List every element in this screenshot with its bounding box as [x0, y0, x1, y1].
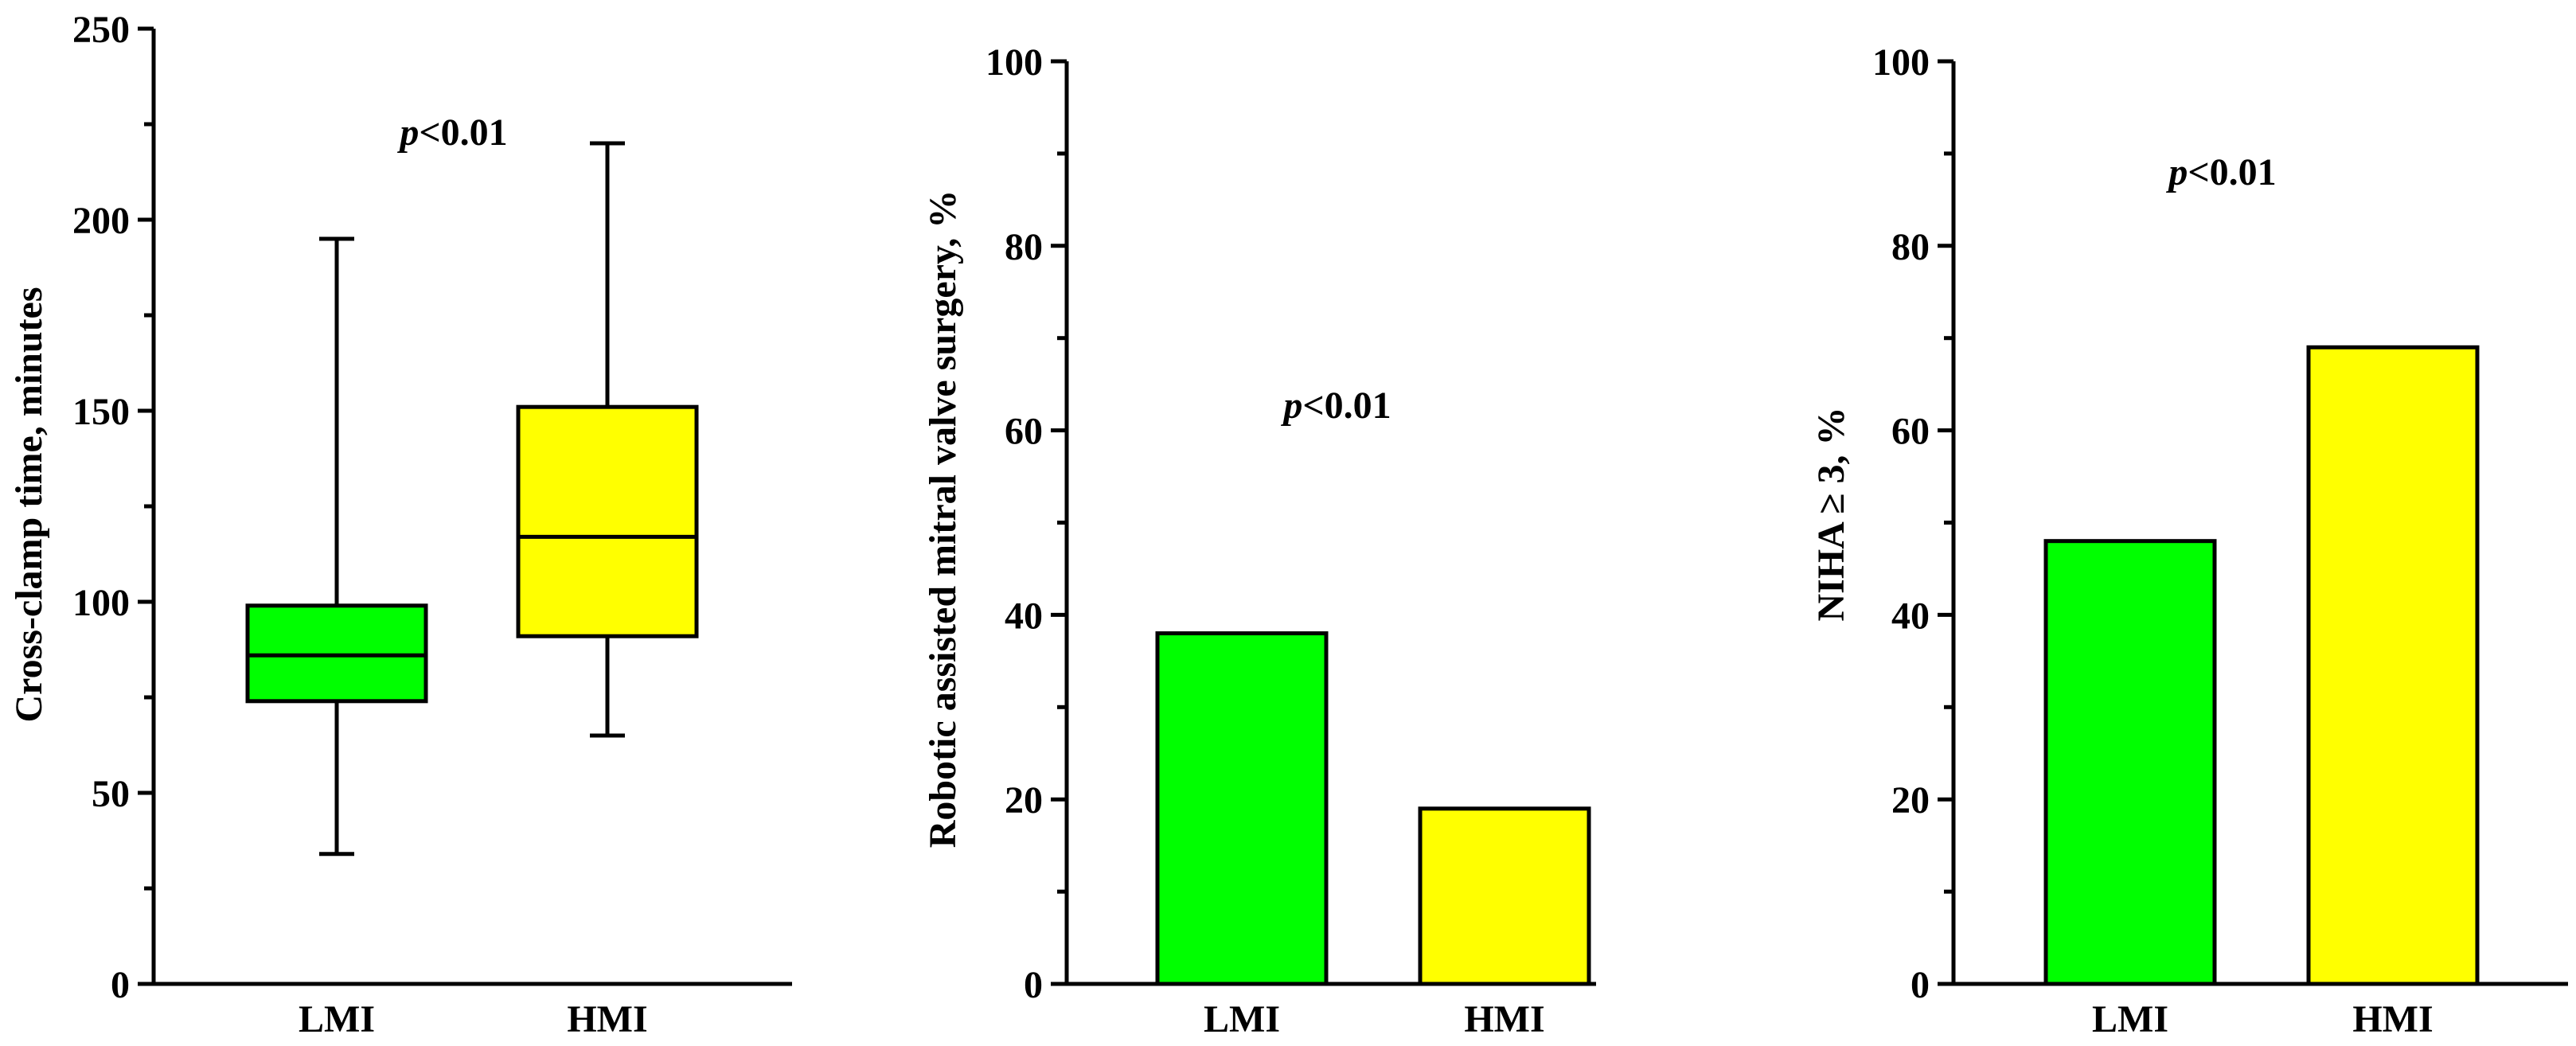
bar-lmi — [1155, 631, 1329, 986]
x-category-label: LMI — [2092, 998, 2168, 1040]
y-tick-label: 20 — [1891, 779, 1930, 822]
y-tick-label: 40 — [1891, 595, 1930, 637]
y-tick-label: 250 — [72, 9, 130, 51]
y-tick-label: 60 — [1005, 411, 1043, 453]
y-tick-label: 80 — [1891, 226, 1930, 268]
y-tick-label: 60 — [1891, 411, 1930, 453]
p-value-annotation: p<0.01 — [2165, 151, 2276, 193]
y-tick-label: 50 — [92, 773, 130, 815]
y-axis-title: NIHA ≥ 3, % — [1810, 407, 1852, 621]
y-tick-label: 100 — [986, 41, 1043, 84]
y-axis-title: Cross-clamp time, minutes — [8, 287, 50, 722]
x-category-label: LMI — [299, 998, 375, 1040]
y-tick-label: 100 — [72, 582, 130, 624]
panel-robotic-surgery: Robotic assisted mitral valve surgery, %… — [922, 41, 1596, 1040]
bar-hmi — [2306, 345, 2480, 986]
bar-hmi — [1418, 806, 1591, 986]
panel-niha: NIHA ≥ 3, % p<0.01 0 20 40 60 80 100 LMI HMI — [1810, 41, 2568, 1040]
y-tick-label: 40 — [1005, 595, 1043, 637]
y-tick-label: 20 — [1005, 779, 1043, 822]
y-tick-label: 100 — [1872, 41, 1930, 84]
x-category-label: LMI — [1204, 998, 1280, 1040]
y-tick-label: 0 — [111, 964, 130, 1006]
y-axis-title: Robotic assisted mitral valve surgery, % — [922, 190, 964, 849]
y-tick-label: 0 — [1911, 964, 1930, 1006]
x-category-label: HMI — [567, 998, 647, 1040]
panel-cross-clamp-time: Cross-clamp time, minutes p<0.01 0 50 100 1… — [8, 9, 792, 1040]
p-value-annotation: p<0.01 — [1280, 384, 1391, 427]
p-value-annotation: p<0.01 — [396, 111, 507, 154]
x-category-label: HMI — [2352, 998, 2433, 1040]
y-tick-label: 0 — [1024, 964, 1043, 1006]
x-category-label: HMI — [1464, 998, 1544, 1040]
bar-lmi — [2043, 539, 2217, 986]
y-tick-label: 200 — [72, 200, 130, 242]
y-tick-label: 150 — [72, 391, 130, 433]
box-hmi — [516, 404, 699, 638]
y-tick-label: 80 — [1005, 226, 1043, 268]
